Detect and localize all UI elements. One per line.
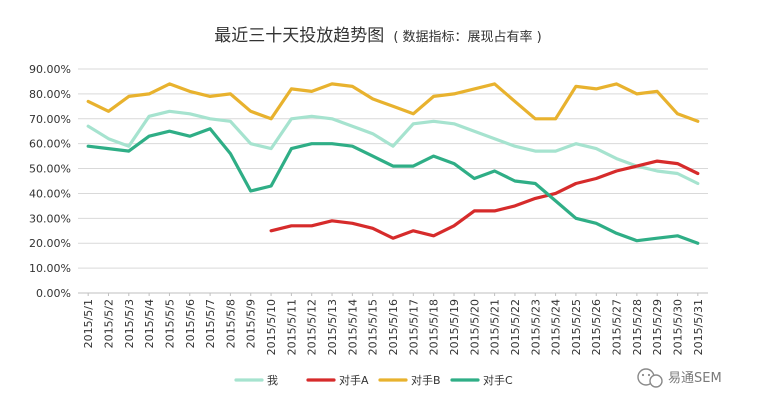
x-tick-label: 2015/5/15 xyxy=(367,299,380,355)
x-tick-label: 2015/5/30 xyxy=(672,299,685,355)
y-tick-label: 10.00% xyxy=(29,262,71,275)
x-tick-label: 2015/5/22 xyxy=(509,299,522,355)
chart-title-main: 最近三十天投放趋势图 xyxy=(214,26,384,46)
watermark-text: 易通SEM xyxy=(668,371,722,386)
x-tick-label: 2015/5/23 xyxy=(529,299,542,355)
x-tick-label: 2015/5/11 xyxy=(285,299,298,355)
x-tick-label: 2015/5/5 xyxy=(163,299,176,348)
legend-label: 我 xyxy=(267,374,278,387)
y-tick-label: 40.00% xyxy=(29,187,71,200)
x-tick-label: 2015/5/14 xyxy=(346,299,359,355)
x-tick-label: 2015/5/25 xyxy=(570,299,583,355)
x-tick-label: 2015/5/16 xyxy=(387,299,400,355)
x-tick-label: 2015/5/24 xyxy=(550,299,563,355)
y-tick-label: 50.00% xyxy=(29,163,71,176)
series-line-2 xyxy=(86,82,700,123)
x-tick-label: 2015/5/13 xyxy=(326,299,339,355)
y-tick-label: 80.00% xyxy=(29,88,71,101)
y-tick-label: 60.00% xyxy=(29,138,71,151)
x-tick-label: 2015/5/21 xyxy=(489,299,502,355)
x-tick-label: 2015/5/31 xyxy=(692,299,705,355)
wechat-icon xyxy=(637,368,663,388)
x-tick-label: 2015/5/4 xyxy=(143,299,156,348)
legend-label: 对手A xyxy=(339,373,369,387)
x-tick-label: 2015/5/10 xyxy=(265,299,278,355)
x-tick-label: 2015/5/20 xyxy=(468,299,481,355)
x-tick-label: 2015/5/29 xyxy=(651,299,664,355)
chart-title: 最近三十天投放趋势图 ( 数据指标：展现占有率 ) xyxy=(214,26,542,46)
x-tick-label: 2015/5/7 xyxy=(204,299,217,348)
watermark: 易通SEM xyxy=(637,368,722,388)
y-axis: 0.00% 10.00% 20.00% 30.00% 40.00% 50.00% 60.00… xyxy=(29,63,71,300)
x-tick-label: 2015/5/9 xyxy=(245,299,258,348)
x-tick-label: 2015/5/8 xyxy=(224,299,237,348)
y-tick-label: 0.00% xyxy=(36,287,71,300)
series-line-1 xyxy=(269,159,700,240)
x-axis: 2015/5/1 2015/5/2 2015/5/3 2015/5/4 2015/5/5… xyxy=(82,293,705,355)
x-tick-label: 2015/5/12 xyxy=(306,299,319,355)
chart-subtitle: ( 数据指标：展现占有率 ) xyxy=(393,29,541,45)
y-tick-label: 30.00% xyxy=(29,212,71,225)
series-line-3 xyxy=(86,127,700,245)
x-tick-label: 2015/5/6 xyxy=(184,299,197,348)
y-tick-label: 70.00% xyxy=(29,113,71,126)
y-tick-label: 20.00% xyxy=(29,237,71,250)
x-tick-label: 2015/5/1 xyxy=(82,299,95,348)
legend: 我 对手A 对手B 对手C xyxy=(234,373,513,387)
x-tick-label: 2015/5/17 xyxy=(407,299,420,355)
series-lines xyxy=(86,82,700,245)
x-tick-label: 2015/5/19 xyxy=(448,299,461,355)
legend-label: 对手B xyxy=(411,373,441,387)
series-line-0 xyxy=(86,109,700,186)
x-tick-label: 2015/5/18 xyxy=(428,299,441,355)
x-tick-label: 2015/5/26 xyxy=(590,299,603,355)
x-tick-label: 2015/5/28 xyxy=(631,299,644,355)
x-tick-label: 2015/5/3 xyxy=(123,299,136,348)
x-tick-label: 2015/5/2 xyxy=(102,299,115,348)
x-tick-label: 2015/5/27 xyxy=(611,299,624,355)
y-tick-label: 90.00% xyxy=(29,63,71,76)
legend-label: 对手C xyxy=(483,373,513,387)
grid xyxy=(78,68,708,294)
